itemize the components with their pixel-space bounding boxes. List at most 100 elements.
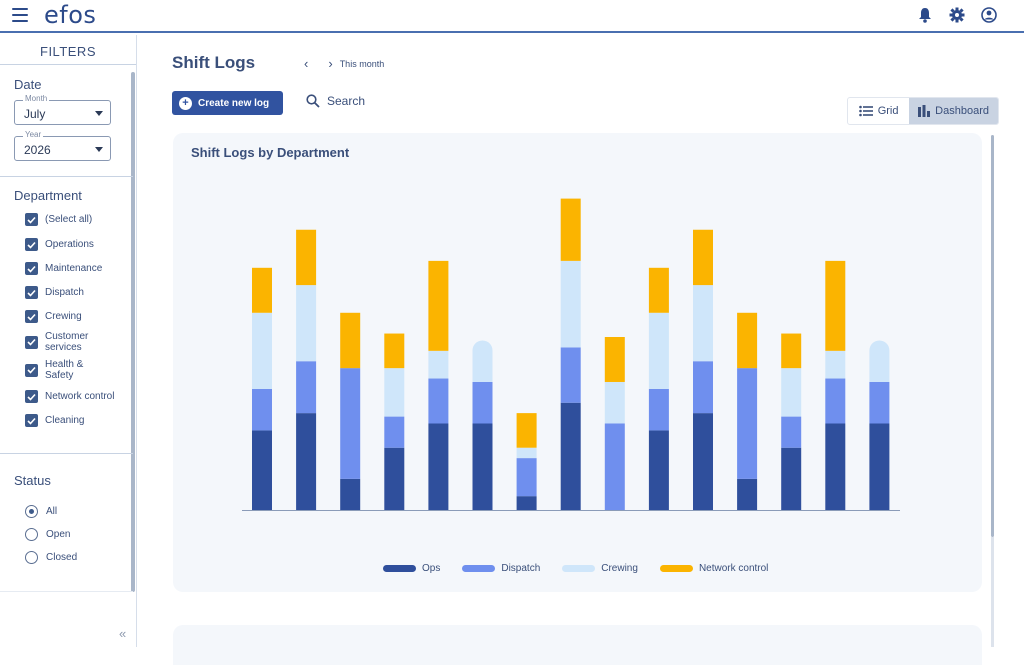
department-checkbox-row[interactable]: Cleaning: [25, 414, 84, 427]
bar-segment-ops[interactable]: [869, 423, 890, 511]
bar-segment-ops[interactable]: [252, 430, 272, 510]
department-checkbox-row[interactable]: Crewing: [25, 310, 82, 323]
bar-segment-ops[interactable]: [648, 430, 669, 510]
bar-segment-network-control[interactable]: [516, 413, 537, 448]
department-checkbox-row[interactable]: Health & Safety: [25, 359, 89, 381]
search-button[interactable]: Search: [306, 94, 365, 108]
bar-segment-dispatch[interactable]: [296, 361, 317, 414]
double-chevron-left-icon[interactable]: «: [119, 626, 127, 641]
bar-segment-network-control[interactable]: [781, 333, 802, 369]
bar-segment-ops[interactable]: [560, 402, 581, 510]
hamburger-menu-icon[interactable]: [12, 8, 28, 22]
radio-empty-icon[interactable]: [25, 528, 38, 541]
year-select[interactable]: Year 2026: [14, 130, 111, 161]
bar-segment-dispatch[interactable]: [648, 388, 669, 431]
department-checkbox-row[interactable]: Maintenance: [25, 262, 102, 275]
checkbox-checked-icon[interactable]: [25, 213, 38, 226]
radio-selected-icon[interactable]: [25, 505, 38, 518]
bar-segment-dispatch[interactable]: [869, 381, 890, 424]
status-radio-row[interactable]: Open: [25, 528, 70, 541]
bar-segment-crewing[interactable]: [252, 312, 272, 389]
checkbox-checked-icon[interactable]: [25, 390, 38, 403]
bar-segment-dispatch[interactable]: [781, 416, 802, 448]
bar-segment-crewing[interactable]: [869, 340, 890, 382]
main-scrollbar[interactable]: [991, 135, 994, 537]
bar-segment-crewing[interactable]: [560, 260, 581, 348]
bar-segment-crewing[interactable]: [296, 285, 317, 362]
radio-empty-icon[interactable]: [25, 551, 38, 564]
bar-segment-network-control[interactable]: [737, 312, 758, 369]
chevron-right-icon[interactable]: ›: [328, 56, 333, 71]
checkbox-checked-icon[interactable]: [25, 238, 38, 251]
bar-segment-ops[interactable]: [340, 478, 361, 510]
department-checkbox-row[interactable]: (Select all): [25, 213, 92, 226]
bar-segment-dispatch[interactable]: [384, 416, 405, 448]
create-new-log-button[interactable]: + Create new log: [172, 91, 283, 115]
bar-segment-ops[interactable]: [296, 413, 317, 510]
bar-segment-dispatch[interactable]: [693, 361, 713, 414]
checkbox-checked-icon[interactable]: [25, 286, 38, 299]
bar-segment-network-control[interactable]: [560, 198, 581, 261]
checkbox-checked-icon[interactable]: [25, 414, 38, 427]
bar-segment-dispatch[interactable]: [428, 378, 449, 424]
department-checkbox-row[interactable]: Operations: [25, 238, 94, 251]
bar-segment-dispatch[interactable]: [737, 368, 758, 479]
bar-segment-network-control[interactable]: [825, 260, 846, 351]
bar-segment-crewing[interactable]: [516, 447, 537, 459]
sidebar-scrollbar[interactable]: [131, 72, 135, 592]
bar-segment-crewing[interactable]: [604, 381, 625, 424]
gear-icon[interactable]: [948, 6, 966, 24]
bar-segment-network-control[interactable]: [428, 260, 449, 351]
bar-segment-ops[interactable]: [737, 478, 758, 510]
bar-segment-crewing[interactable]: [472, 340, 493, 382]
legend-item[interactable]: Dispatch: [462, 563, 540, 574]
legend-item[interactable]: Network control: [659, 563, 768, 574]
bar-segment-crewing[interactable]: [428, 350, 449, 379]
status-radio-label: Closed: [46, 552, 78, 563]
bar-segment-dispatch[interactable]: [472, 381, 493, 424]
bar-segment-crewing[interactable]: [781, 368, 802, 417]
bar-segment-crewing[interactable]: [648, 312, 669, 389]
checkbox-checked-icon[interactable]: [25, 363, 38, 377]
bar-segment-dispatch[interactable]: [825, 378, 846, 424]
bar-segment-ops[interactable]: [428, 423, 449, 511]
checkbox-checked-icon[interactable]: [25, 335, 38, 349]
bar-segment-network-control[interactable]: [693, 229, 713, 286]
chevron-left-icon[interactable]: ‹: [304, 56, 309, 71]
dashboard-view-button[interactable]: Dashboard: [909, 98, 998, 124]
bar-segment-ops[interactable]: [781, 447, 802, 510]
department-checkbox-row[interactable]: Network control: [25, 390, 114, 403]
bar-segment-ops[interactable]: [384, 447, 405, 510]
grid-view-button[interactable]: Grid: [848, 98, 909, 124]
status-radio-row[interactable]: Closed: [25, 551, 77, 564]
department-checkbox-row[interactable]: Dispatch: [25, 286, 84, 299]
bar-segment-ops[interactable]: [516, 496, 537, 510]
app-logo[interactable]: efos: [44, 1, 97, 29]
bar-segment-dispatch[interactable]: [604, 423, 625, 511]
bar-segment-ops[interactable]: [693, 413, 713, 510]
bar-segment-ops[interactable]: [472, 423, 493, 511]
bar-segment-crewing[interactable]: [693, 285, 713, 362]
user-circle-icon[interactable]: [980, 6, 998, 24]
status-radio-row[interactable]: All: [25, 505, 57, 518]
checkbox-checked-icon[interactable]: [25, 310, 38, 323]
bar-segment-crewing[interactable]: [825, 350, 846, 379]
bar-segment-network-control[interactable]: [340, 312, 361, 369]
bar-segment-dispatch[interactable]: [340, 368, 361, 479]
bar-segment-network-control[interactable]: [648, 267, 669, 313]
bell-icon[interactable]: [916, 6, 934, 24]
department-checkbox-row[interactable]: Customer services: [25, 331, 105, 353]
month-select[interactable]: Month July: [14, 94, 111, 125]
legend-item[interactable]: Ops: [383, 563, 440, 574]
checkbox-checked-icon[interactable]: [25, 262, 38, 275]
bar-segment-network-control[interactable]: [252, 267, 272, 313]
bar-segment-network-control[interactable]: [296, 229, 317, 286]
bar-segment-dispatch[interactable]: [252, 388, 272, 431]
bar-segment-crewing[interactable]: [384, 368, 405, 417]
legend-item[interactable]: Crewing: [562, 563, 638, 574]
bar-segment-ops[interactable]: [825, 423, 846, 511]
bar-segment-dispatch[interactable]: [560, 347, 581, 403]
bar-segment-dispatch[interactable]: [516, 458, 537, 497]
bar-segment-network-control[interactable]: [604, 337, 625, 382]
bar-segment-network-control[interactable]: [384, 333, 405, 369]
